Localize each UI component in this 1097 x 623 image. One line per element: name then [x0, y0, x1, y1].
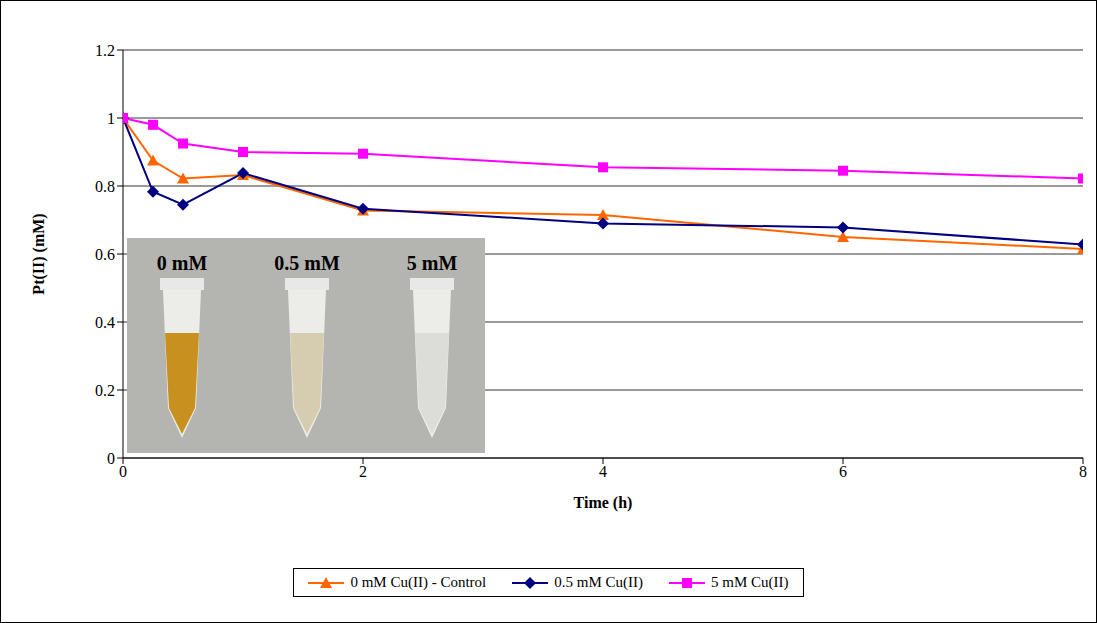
- svg-text:0.6: 0.6: [95, 246, 115, 263]
- svg-text:6: 6: [839, 463, 847, 480]
- html-text:0 mM Cu(II) - Control: 0 mM Cu(II) - Control: [350, 574, 487, 590]
- svg-text:Time (h): Time (h): [574, 494, 633, 512]
- svg-text:Pt(II) (mM): Pt(II) (mM): [30, 213, 48, 294]
- html-text:0.5 mM Cu(II): 0.5 mM Cu(II): [554, 574, 643, 590]
- svg-text:4: 4: [599, 463, 607, 480]
- html-text:5 mM Cu(II): 5 mM Cu(II): [711, 574, 789, 590]
- svg-text:0.4: 0.4: [95, 314, 115, 331]
- html-text:0 mM: 0 mM: [156, 252, 208, 274]
- html-text:5 mM: 5 mM: [406, 252, 458, 274]
- svg-text:0.2: 0.2: [95, 382, 115, 399]
- svg-text:0: 0: [107, 450, 115, 467]
- svg-text:2: 2: [359, 463, 367, 480]
- svg-text:1: 1: [107, 110, 115, 127]
- svg-text:8: 8: [1079, 463, 1087, 480]
- svg-text:1.2: 1.2: [95, 42, 115, 59]
- html-text:0.5 mM: 0.5 mM: [274, 252, 340, 274]
- svg-text:0: 0: [119, 463, 127, 480]
- svg-text:0.8: 0.8: [95, 178, 115, 195]
